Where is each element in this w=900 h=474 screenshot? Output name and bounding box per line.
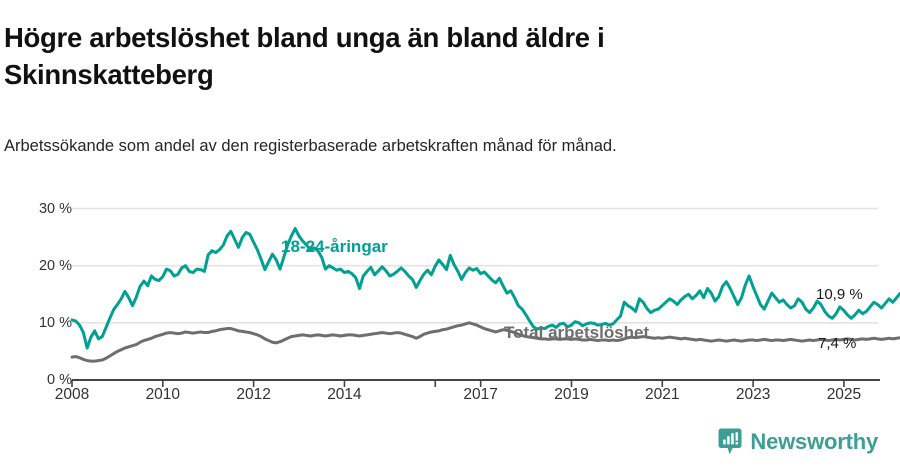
x-axis-tick-label: 2010 — [145, 386, 181, 403]
brand-logo[interactable]: Newsworthy — [718, 428, 878, 456]
y-axis-tick-label: 30 % — [38, 200, 72, 217]
newsworthy-bars-bubble-icon — [718, 428, 742, 455]
series-label-young: 18-24-åringar — [281, 237, 388, 256]
x-axis-tick-label: 2021 — [645, 386, 680, 403]
page-subtitle: Arbetssökande som andel av den registerb… — [4, 136, 617, 155]
y-axis-tick-label: 10 % — [38, 314, 72, 331]
line-chart: 0 % 10 % 20 % 30 % 2008 2010 2012 2014 2017 2019… — [0, 190, 900, 415]
footer: Newsworthy — [0, 424, 900, 474]
y-axis-tick-label: 0 % — [47, 372, 72, 388]
series-line — [70, 227, 900, 350]
brand-name: Newsworthy — [750, 429, 878, 454]
page-title: Högre arbetslöshet bland unga än bland ä… — [4, 22, 605, 90]
x-axis-ticks — [71, 380, 845, 387]
series-lines — [70, 227, 900, 363]
x-axis-tick-label: 2017 — [463, 386, 498, 403]
chart-canvas — [70, 207, 900, 387]
x-axis-tick-label: 2023 — [735, 386, 771, 403]
x-axis-tick-label: 2019 — [554, 386, 589, 403]
end-value-young: 10,9 % — [816, 286, 863, 303]
series-label-total: Total arbetslöshet — [504, 323, 650, 342]
x-axis-tick-label: 2025 — [826, 386, 862, 403]
x-axis-tick-label: 2012 — [236, 386, 271, 403]
series-line — [70, 321, 900, 363]
end-value-total: 7,4 % — [818, 335, 857, 352]
x-axis-tick-label: 2008 — [54, 386, 90, 403]
y-axis-tick-label: 20 % — [38, 257, 72, 274]
x-axis-tick-label: 2014 — [327, 386, 362, 403]
